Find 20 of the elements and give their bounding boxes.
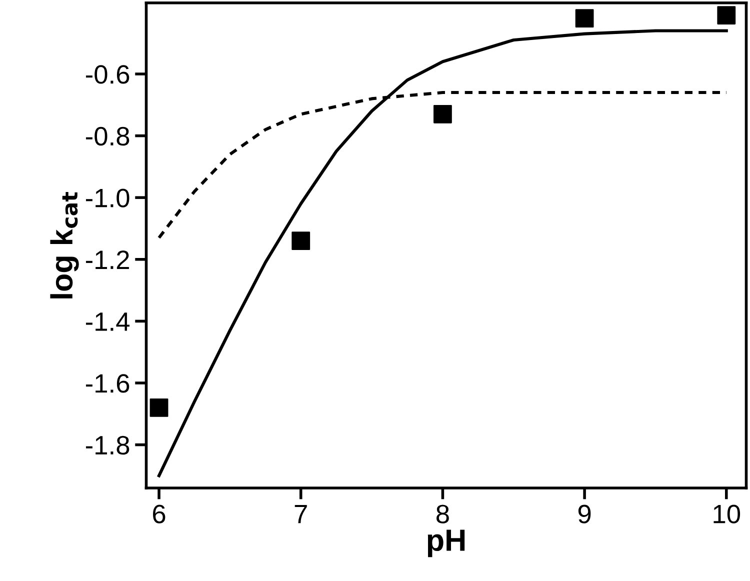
y-tick-label: -1.8 — [86, 436, 130, 455]
y-tick-label: -0.6 — [86, 65, 130, 84]
x-tick-label: 6 — [153, 504, 166, 524]
y-tick-label: -1.2 — [86, 250, 129, 269]
y-tick-label: -1.4 — [86, 312, 130, 331]
y-axis-title: log k$_{cat}$ — [50, 192, 79, 298]
line-series — [157, 29, 728, 478]
x-axis-title: pH — [428, 530, 465, 558]
x-tick-label: 10 — [714, 504, 740, 524]
x-tick-label: 7 — [294, 504, 307, 524]
y-tick-label: -1.6 — [86, 374, 130, 393]
point — [575, 9, 594, 28]
y-tick-label: -1.0 — [86, 188, 130, 208]
point — [292, 232, 310, 250]
x-tick-label: 8 — [436, 504, 449, 524]
point — [717, 6, 736, 24]
point — [150, 398, 168, 417]
x-tick-label: 9 — [578, 504, 591, 524]
point — [434, 104, 452, 124]
y-tick-label: -0.8 — [86, 126, 130, 146]
